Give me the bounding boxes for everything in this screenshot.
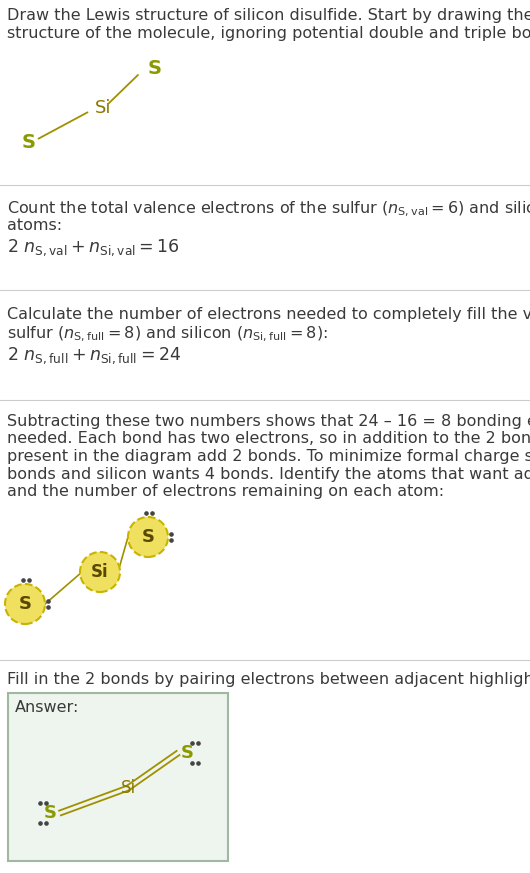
Text: S: S [22,134,36,153]
Text: $2\ n_{\mathsf{S,val}} + n_{\mathsf{Si,val}} = 16$: $2\ n_{\mathsf{S,val}} + n_{\mathsf{Si,v… [7,237,180,258]
Text: and the number of electrons remaining on each atom:: and the number of electrons remaining on… [7,484,444,499]
Text: atoms:: atoms: [7,218,62,233]
Text: Draw the Lewis structure of silicon disulfide. Start by drawing the overall: Draw the Lewis structure of silicon disu… [7,8,530,23]
Text: Si: Si [120,779,136,797]
Text: Calculate the number of electrons needed to completely fill the valence shells f: Calculate the number of electrons needed… [7,307,530,322]
Text: needed. Each bond has two electrons, so in addition to the 2 bonds already: needed. Each bond has two electrons, so … [7,431,530,446]
FancyBboxPatch shape [8,693,228,861]
Text: S: S [148,58,162,78]
Circle shape [5,584,45,624]
Text: sulfur $(n_{\mathsf{S,full}} = 8)$ and silicon $(n_{\mathsf{Si,full}} = 8)$:: sulfur $(n_{\mathsf{S,full}} = 8)$ and s… [7,325,328,344]
Text: Si: Si [91,563,109,581]
Circle shape [80,552,120,592]
Text: S: S [19,595,31,613]
Text: present in the diagram add 2 bonds. To minimize formal charge sulfur wants 2: present in the diagram add 2 bonds. To m… [7,449,530,464]
Text: Answer:: Answer: [15,700,80,715]
Circle shape [128,517,168,557]
Text: Subtracting these two numbers shows that 24 – 16 = 8 bonding electrons are: Subtracting these two numbers shows that… [7,414,530,429]
Text: Count the total valence electrons of the sulfur $(n_{\mathsf{S,val}} = 6)$ and s: Count the total valence electrons of the… [7,200,530,219]
Text: S: S [44,804,57,822]
Text: $2\ n_{\mathsf{S,full}} + n_{\mathsf{Si,full}} = 24$: $2\ n_{\mathsf{S,full}} + n_{\mathsf{Si,… [7,345,181,366]
Text: S: S [142,528,155,546]
Text: Fill in the 2 bonds by pairing electrons between adjacent highlighted atoms:: Fill in the 2 bonds by pairing electrons… [7,672,530,687]
Text: S: S [181,744,194,762]
Text: structure of the molecule, ignoring potential double and triple bonds:: structure of the molecule, ignoring pote… [7,26,530,41]
Text: bonds and silicon wants 4 bonds. Identify the atoms that want additional bonds: bonds and silicon wants 4 bonds. Identif… [7,466,530,482]
Text: Si: Si [95,99,111,117]
